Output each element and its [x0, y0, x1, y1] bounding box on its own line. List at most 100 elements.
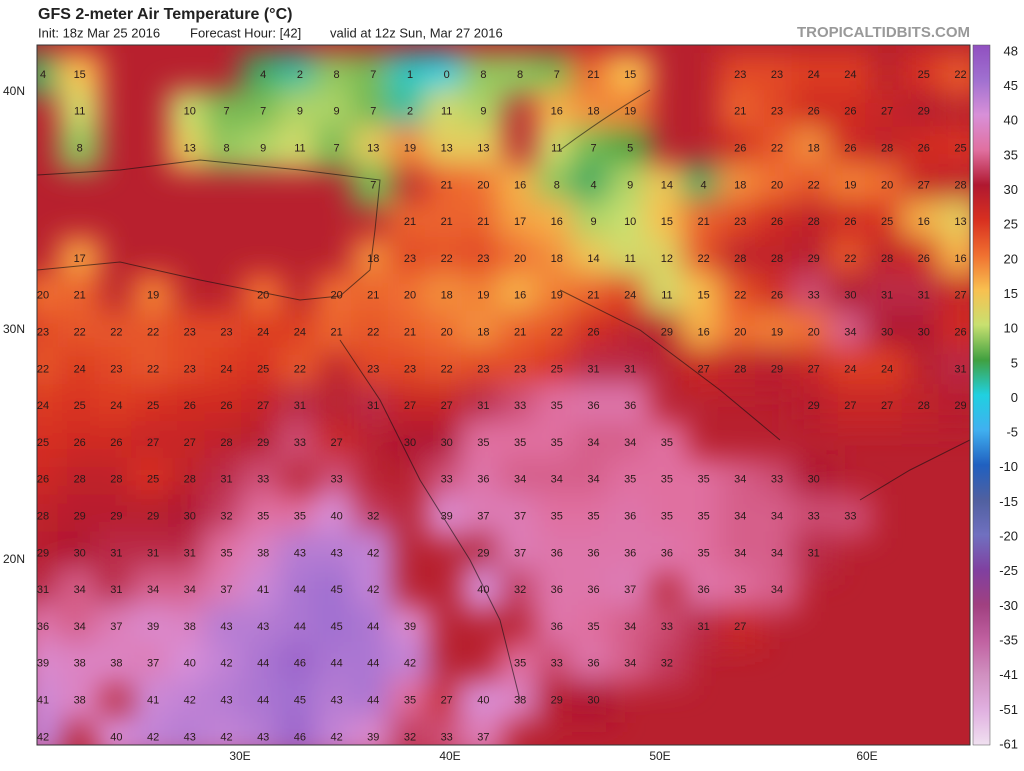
temperature-value: 22	[808, 179, 820, 191]
temperature-cell	[94, 715, 139, 745]
temperature-value: 28	[881, 143, 893, 155]
temperature-cell	[314, 715, 359, 745]
temperature-cell	[498, 273, 543, 318]
temperature-cell	[828, 53, 873, 97]
temperature-cell	[424, 200, 469, 245]
temperature-value: 35	[661, 474, 673, 486]
temperature-value: 26	[220, 400, 232, 412]
temperature-cell	[938, 163, 970, 208]
temperature-cell	[534, 237, 579, 281]
temperature-cell	[571, 494, 616, 539]
temperature-value: 31	[587, 363, 599, 375]
temperature-value: 43	[257, 731, 269, 743]
temperature-cell	[901, 310, 946, 355]
temperature-cell	[461, 273, 506, 318]
temperature-cell	[865, 310, 910, 355]
valid-time: valid at 12z Sun, Mar 27 2016	[330, 25, 503, 40]
temperature-value: 7	[334, 143, 340, 155]
colorbar-label: 48	[1004, 43, 1018, 58]
temperature-cell	[644, 163, 689, 208]
temperature-cell	[608, 163, 653, 208]
temperature-cell	[571, 53, 616, 97]
temperature-value: 37	[220, 584, 232, 596]
temperature-value: 37	[624, 584, 636, 596]
temperature-cell	[571, 678, 616, 723]
temperature-value: 46	[294, 658, 306, 670]
temperature-value: 15	[661, 216, 673, 228]
temperature-value: 26	[808, 106, 820, 118]
temperature-value: 13	[184, 143, 196, 155]
temperature-cell	[204, 641, 249, 686]
temperature-value: 18	[367, 253, 379, 265]
temperature-value: 23	[477, 363, 489, 375]
temperature-value: 37	[477, 731, 489, 743]
temperature-cell	[241, 421, 286, 465]
temperature-cell	[461, 384, 506, 429]
temperature-value: 32	[220, 511, 232, 523]
temperature-value: 26	[918, 143, 930, 155]
temperature-value: 46	[294, 731, 306, 743]
temperature-value: 11	[441, 106, 452, 118]
temperature-value: 11	[294, 143, 305, 155]
temperature-cell	[167, 678, 212, 723]
temperature-cell	[351, 605, 396, 649]
temperature-value: 29	[954, 400, 966, 412]
temperature-value: 24	[844, 69, 856, 81]
temperature-value: 45	[294, 695, 306, 707]
temperature-value: 35	[624, 474, 636, 486]
temperature-value: 4	[40, 69, 46, 81]
temperature-cell	[388, 641, 432, 686]
temperature-cell	[57, 678, 102, 723]
temperature-cell	[461, 421, 506, 465]
temperature-value: 23	[37, 327, 49, 339]
temperature-value: 43	[294, 547, 306, 559]
temperature-value: 22	[551, 327, 563, 339]
temperature-value: 14	[587, 253, 599, 265]
temperature-value: 44	[330, 658, 342, 670]
temperature-cell	[167, 494, 212, 539]
temperature-value: 35	[220, 547, 232, 559]
temperature-value: 27	[844, 400, 856, 412]
temperature-value: 33	[294, 437, 306, 449]
temperature-cell	[94, 347, 139, 392]
temperature-cell	[388, 89, 432, 134]
temperature-cell	[901, 126, 946, 171]
temperature-cell	[498, 678, 543, 723]
temperature-cell	[681, 347, 726, 392]
temperature-value: 5	[627, 143, 633, 155]
temperature-value: 11	[661, 290, 672, 302]
temperature-cell	[57, 457, 102, 502]
temperature-value: 34	[771, 511, 783, 523]
temperature-cell	[828, 89, 873, 134]
temperature-value: 22	[37, 363, 49, 375]
temperature-cell	[241, 384, 286, 429]
temperature-cell	[277, 494, 322, 539]
temperature-value: 22	[734, 290, 746, 302]
temperature-cell	[388, 53, 432, 97]
temperature-value: 35	[404, 695, 416, 707]
temperature-value: 19	[771, 327, 783, 339]
temperature-cell	[424, 163, 469, 208]
temperature-cell	[351, 384, 396, 429]
temperature-value: 26	[110, 437, 122, 449]
temperature-value: 22	[147, 327, 159, 339]
init-time: Init: 18z Mar 25 2016	[38, 25, 160, 40]
temperature-cell	[718, 310, 763, 355]
temperature-cell	[791, 273, 836, 318]
temperature-cell	[204, 457, 249, 502]
temperature-value: 36	[587, 400, 599, 412]
temperature-cell	[865, 347, 910, 392]
temperature-cell	[351, 347, 396, 392]
temperature-value: 34	[624, 437, 636, 449]
temperature-cell	[424, 347, 469, 392]
temperature-value: 15	[74, 69, 86, 81]
temperature-value: 35	[734, 584, 746, 596]
colorbar-label: -61	[999, 736, 1018, 751]
temperature-value: 25	[918, 69, 930, 81]
temperature-cell	[277, 641, 322, 686]
temperature-value: 38	[110, 658, 122, 670]
temperature-value: 45	[330, 621, 342, 633]
temperature-value: 24	[881, 363, 893, 375]
temperature-value: 30	[587, 695, 599, 707]
temperature-value: 38	[257, 547, 269, 559]
